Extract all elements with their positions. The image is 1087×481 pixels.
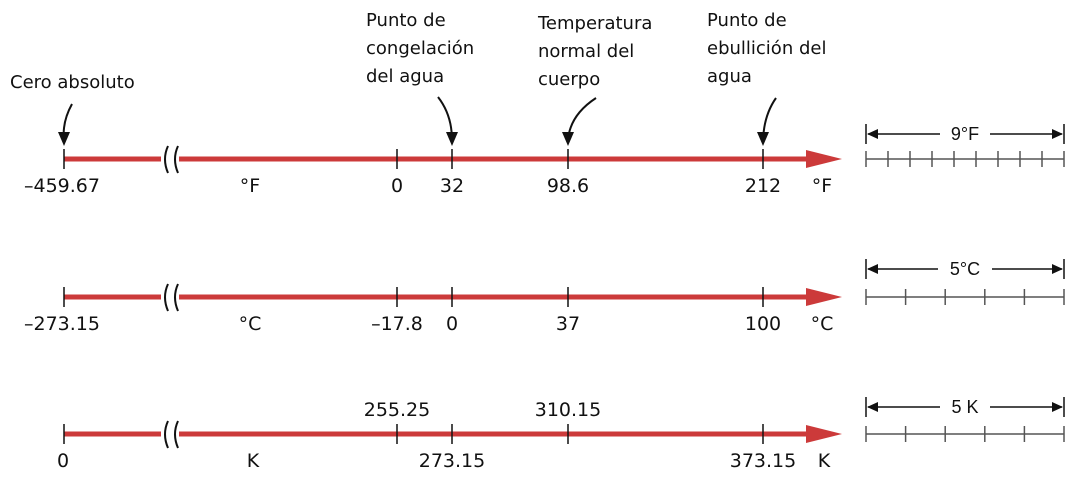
kelvin-axis-arrowhead	[806, 425, 842, 443]
kelvin-label-f-zero: 255.25	[364, 399, 430, 421]
kelvin-label-freezing: 273.15	[419, 450, 485, 472]
celsius-ruler: 5°C	[865, 259, 1065, 305]
celsius-axis-arrowhead	[806, 288, 842, 306]
freezing-arrowhead	[446, 132, 458, 146]
body-temp-label-line-3: cuerpo	[538, 69, 600, 90]
freezing-label: Punto de congelación del agua	[366, 10, 474, 87]
celsius-ruler-arrow-right-icon	[1052, 264, 1063, 274]
celsius-unit-mid: °C	[239, 313, 262, 335]
boiling-label-line-2: ebullición del	[707, 38, 826, 59]
celsius-label-body: 37	[556, 313, 580, 335]
celsius-ruler-scale	[865, 289, 1065, 305]
boiling-label-line-3: agua	[707, 66, 752, 87]
kelvin-ruler-arrow-left-icon	[867, 402, 878, 412]
fahrenheit-unit-mid: °F	[240, 175, 260, 197]
pointer-arrows	[58, 96, 777, 146]
kelvin-axis-break-icon	[164, 420, 179, 449]
kelvin-unit-end: K	[818, 450, 831, 472]
celsius-axis-break-icon	[164, 283, 179, 312]
fahrenheit-ruler-arrow-left-icon	[867, 129, 878, 139]
freezing-label-line-1: Punto de	[366, 10, 446, 31]
celsius-axis: –273.15 °C –17.8 0 37 100 °C	[24, 283, 842, 335]
kelvin-label-body: 310.15	[535, 399, 601, 421]
absolute-zero-label: Cero absoluto	[10, 72, 135, 93]
fahrenheit-axis-break-icon	[164, 145, 179, 174]
kelvin-label-boiling: 373.15	[730, 450, 796, 472]
celsius-ruler-label: 5°C	[950, 259, 980, 279]
fahrenheit-axis-arrowhead	[806, 150, 842, 168]
freezing-label-line-3: del agua	[366, 66, 444, 87]
fahrenheit-ruler: 9°F	[865, 124, 1065, 167]
fahrenheit-label-boiling: 212	[745, 175, 781, 197]
absolute-zero-arrowhead	[58, 132, 70, 146]
kelvin-unit-mid: K	[247, 450, 260, 472]
celsius-label-abs-zero: –273.15	[24, 313, 100, 335]
celsius-label-boiling: 100	[745, 313, 781, 335]
celsius-ruler-arrow-left-icon	[867, 264, 878, 274]
fahrenheit-ruler-arrow-right-icon	[1052, 129, 1063, 139]
body-temp-label-line-1: Temperatura	[537, 13, 652, 34]
fahrenheit-unit-end: °F	[812, 175, 832, 197]
kelvin-axis: 255.25 310.15 0 K 273.15 373.15 K	[57, 399, 842, 472]
kelvin-label-abs-zero: 0	[57, 450, 69, 472]
fahrenheit-label-body: 98.6	[547, 175, 589, 197]
celsius-label-freezing: 0	[446, 313, 458, 335]
body-temp-arrowhead	[562, 132, 574, 146]
fahrenheit-label-zero: 0	[391, 175, 403, 197]
boiling-label-line-1: Punto de	[707, 10, 787, 31]
kelvin-ruler: 5 K	[865, 397, 1065, 442]
boiling-label: Punto de ebullición del agua	[707, 10, 826, 87]
kelvin-ruler-label: 5 K	[951, 397, 978, 417]
fahrenheit-axis: –459.67 °F 0 32 98.6 212 °F	[24, 145, 842, 197]
boiling-arrowhead	[757, 132, 769, 146]
fahrenheit-label-freezing: 32	[440, 175, 464, 197]
body-temp-label: Temperatura normal del cuerpo	[537, 13, 652, 90]
celsius-label-f-zero: –17.8	[371, 313, 423, 335]
kelvin-ruler-arrow-right-icon	[1052, 402, 1063, 412]
fahrenheit-ruler-label: 9°F	[951, 124, 979, 144]
body-temp-label-line-2: normal del	[538, 41, 634, 62]
fahrenheit-label-abs-zero: –459.67	[24, 175, 100, 197]
celsius-unit-end: °C	[811, 313, 834, 335]
kelvin-ruler-scale	[865, 426, 1065, 442]
fahrenheit-ruler-scale	[865, 151, 1065, 167]
freezing-label-line-2: congelación	[366, 38, 474, 59]
